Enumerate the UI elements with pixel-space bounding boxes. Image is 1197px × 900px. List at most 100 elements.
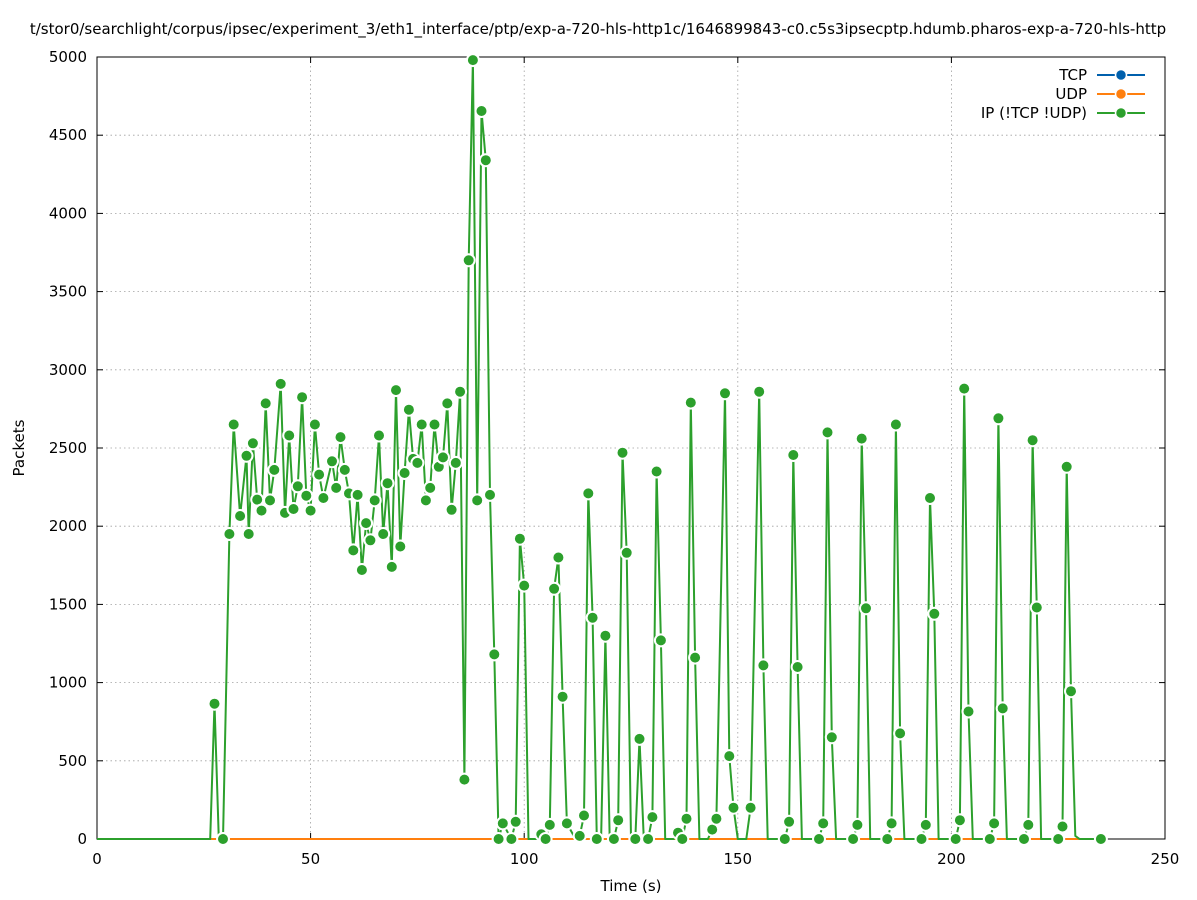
data-point [226, 417, 241, 432]
legend-entry: IP (!TCP !UDP) [981, 104, 1145, 122]
data-point [782, 814, 797, 829]
data-point [350, 487, 365, 502]
data-point [444, 502, 459, 517]
data-point [504, 832, 519, 846]
x-tick-label: 150 [723, 850, 752, 868]
data-point [290, 479, 305, 494]
y-tick-label: 3000 [49, 361, 87, 379]
data-point [991, 411, 1006, 426]
data-point [222, 527, 237, 541]
data-point [551, 550, 566, 565]
data-point [581, 486, 596, 501]
data-point [325, 454, 339, 469]
y-tick-label: 2000 [49, 517, 87, 535]
data-point [241, 527, 256, 541]
data-point [414, 417, 429, 432]
data-point [790, 660, 805, 674]
data-point [267, 462, 282, 477]
data-point [859, 601, 873, 616]
data-point [752, 384, 767, 399]
data-point [346, 543, 361, 558]
data-point [824, 730, 839, 745]
data-point [846, 832, 861, 846]
data-point [572, 828, 587, 843]
data-point [688, 650, 703, 665]
data-point [786, 448, 801, 462]
legend-marker [1114, 68, 1128, 82]
data-point [923, 491, 937, 505]
series-2 [97, 53, 1108, 846]
data-point [1051, 832, 1066, 846]
y-tick-label: 1500 [49, 595, 87, 613]
legend-marker [1114, 106, 1128, 120]
data-point [423, 480, 438, 495]
data-point [611, 813, 626, 828]
data-point [1017, 832, 1031, 846]
data-point [1021, 817, 1036, 832]
data-point [508, 814, 523, 829]
data-point [1055, 819, 1070, 834]
data-point [577, 808, 591, 823]
data-point [854, 431, 869, 446]
data-point [927, 606, 942, 621]
data-point [1025, 433, 1040, 448]
data-point [397, 466, 412, 480]
data-point [816, 816, 831, 831]
legend-label: UDP [1055, 85, 1087, 103]
data-point [307, 417, 322, 432]
data-point [718, 386, 732, 401]
data-point [233, 509, 248, 523]
data-point [709, 811, 724, 826]
data-point [465, 53, 480, 68]
x-tick-label: 50 [301, 850, 320, 868]
data-point [359, 516, 374, 531]
data-point [880, 832, 895, 846]
data-point [645, 810, 660, 825]
data-point [363, 533, 378, 548]
data-point [1029, 600, 1044, 615]
data-point [1059, 459, 1074, 474]
data-point [401, 402, 416, 417]
data-point [512, 531, 527, 546]
data-point [245, 436, 260, 451]
series [97, 53, 1108, 846]
data-point [216, 832, 230, 846]
data-point [641, 832, 656, 846]
data-point [820, 425, 835, 440]
data-point [952, 813, 967, 828]
y-tick-label: 4500 [49, 126, 87, 144]
data-point [367, 493, 382, 508]
data-point [777, 832, 792, 846]
data-point [679, 811, 694, 826]
data-point [372, 428, 386, 443]
data-point [888, 417, 903, 432]
data-point [329, 480, 344, 495]
data-point [495, 816, 510, 831]
data-point [254, 503, 269, 518]
y-tick-label: 0 [77, 830, 87, 848]
legend-entry: UDP [1055, 85, 1145, 103]
y-tick-label: 5000 [49, 48, 87, 66]
data-point [491, 832, 506, 846]
data-point [393, 539, 408, 554]
data-point [263, 493, 277, 508]
y-tick-label: 3500 [49, 283, 87, 301]
data-point [457, 772, 472, 787]
data-point [239, 448, 254, 463]
data-point [303, 503, 318, 518]
data-point [483, 487, 497, 502]
data-point [389, 383, 403, 398]
data-point [376, 527, 391, 541]
data-point [207, 696, 222, 711]
data-point [384, 559, 399, 574]
data-point [632, 731, 647, 746]
y-tick-label: 2500 [49, 439, 87, 457]
x-tick-label: 100 [510, 850, 539, 868]
data-point [559, 816, 574, 831]
data-point [653, 633, 668, 648]
data-point [474, 104, 489, 118]
data-point [273, 376, 288, 391]
data-point [850, 817, 865, 832]
